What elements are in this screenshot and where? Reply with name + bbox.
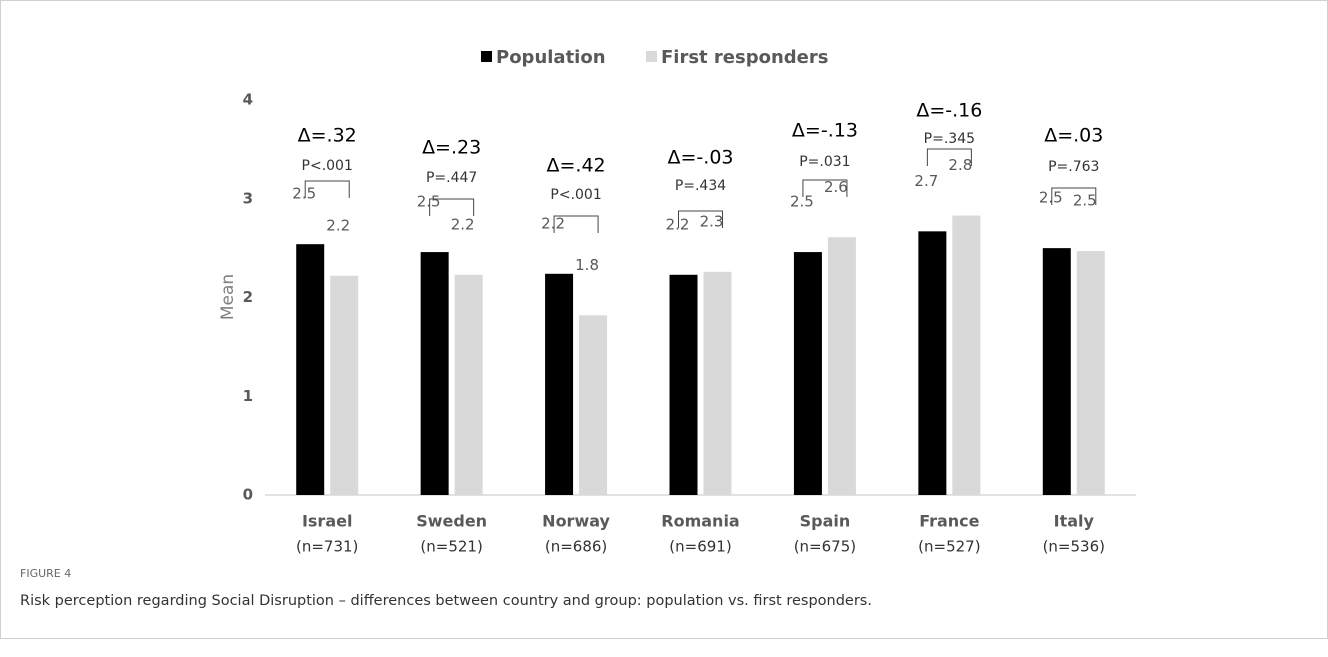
- value-label: 2.8: [948, 156, 972, 174]
- value-label: 2.5: [790, 193, 814, 211]
- legend-label: Population: [496, 47, 606, 68]
- p-label: P=.447: [426, 170, 477, 186]
- bar: [669, 274, 698, 495]
- value-label: 2.2: [541, 214, 565, 232]
- x-tick-note: (n=731): [296, 538, 358, 556]
- x-tick-label: France: [919, 512, 979, 531]
- bar: [918, 231, 947, 495]
- bar: [454, 274, 483, 495]
- bar: [1042, 248, 1071, 495]
- value-label: 2.6: [824, 178, 848, 196]
- value-label: 2.7: [914, 172, 938, 190]
- p-label: P=.345: [924, 131, 975, 147]
- legend-label: First responders: [661, 47, 828, 68]
- value-label: 2.2: [326, 216, 350, 234]
- value-label: 1.8: [575, 256, 599, 274]
- x-tick-note: (n=536): [1043, 538, 1105, 556]
- value-label: 2.5: [417, 193, 441, 211]
- bar: [330, 275, 359, 495]
- bar: [420, 252, 449, 495]
- bracket: [678, 210, 723, 228]
- bracket: [304, 180, 350, 198]
- x-tick-label: Norway: [542, 512, 610, 531]
- delta-label: Δ=-.03: [668, 147, 734, 169]
- x-tick-note: (n=527): [918, 538, 980, 556]
- bracket: [926, 148, 972, 166]
- legend-swatch: [646, 51, 657, 62]
- bracket: [802, 179, 848, 197]
- x-tick-label: Romania: [661, 512, 739, 531]
- p-label: P=.763: [1048, 159, 1099, 175]
- delta-label: Δ=.03: [1044, 125, 1103, 147]
- x-tick-label: Sweden: [416, 512, 487, 531]
- p-label: P<.001: [302, 158, 353, 174]
- x-tick-label: Italy: [1054, 512, 1095, 531]
- bracket: [553, 215, 599, 233]
- bracket: [429, 198, 475, 216]
- delta-label: Δ=-.16: [916, 100, 982, 122]
- delta-label: Δ=.32: [298, 125, 357, 147]
- value-label: 2.2: [451, 215, 475, 233]
- bar: [579, 315, 608, 495]
- y-tick-label: 2: [243, 288, 253, 306]
- bar: [703, 271, 732, 495]
- legend-swatch: [481, 51, 492, 62]
- frame: [0, 0, 1328, 639]
- p-label: P=.434: [675, 178, 726, 194]
- x-tick-note: (n=521): [420, 538, 482, 556]
- value-label: 2.3: [700, 212, 724, 230]
- bar: [1076, 251, 1105, 495]
- bracket: [1051, 187, 1097, 205]
- value-label: 2.5: [1073, 192, 1097, 210]
- value-label: 2.5: [292, 185, 316, 203]
- y-tick-label: 3: [243, 189, 253, 207]
- x-tick-note: (n=675): [794, 538, 856, 556]
- caption: Risk perception regarding Social Disrupt…: [20, 593, 872, 609]
- x-tick-label: Israel: [302, 512, 353, 531]
- y-tick-label: 4: [243, 91, 253, 109]
- value-label: 2.5: [1039, 189, 1063, 207]
- p-label: P=.031: [799, 154, 850, 170]
- value-label: 2.2: [666, 215, 690, 233]
- y-tick-label: 1: [243, 387, 253, 405]
- bar: [793, 252, 822, 495]
- x-tick-note: (n=686): [545, 538, 607, 556]
- bar: [952, 215, 981, 495]
- bar: [545, 273, 574, 495]
- delta-label: Δ=.23: [422, 137, 481, 159]
- y-tick-label: 0: [243, 486, 253, 504]
- p-label: P<.001: [550, 187, 601, 203]
- delta-label: Δ=-.13: [792, 120, 858, 142]
- y-axis-title: Mean: [218, 274, 238, 320]
- figure-label: FIGURE 4: [20, 567, 71, 580]
- bar: [827, 237, 856, 495]
- delta-label: Δ=.42: [547, 155, 606, 177]
- bar: [296, 244, 325, 495]
- x-tick-note: (n=691): [669, 538, 731, 556]
- x-tick-label: Spain: [800, 512, 851, 531]
